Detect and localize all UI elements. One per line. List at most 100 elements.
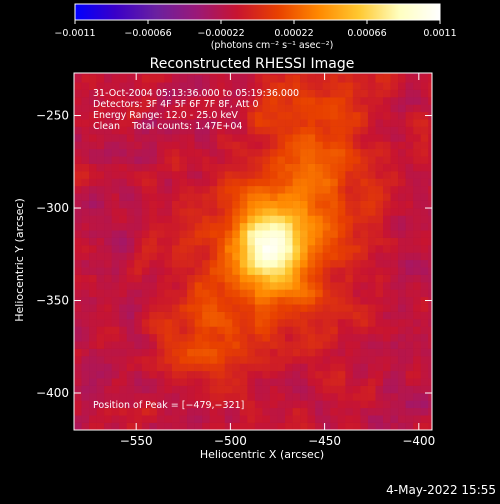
heatmap-cell	[436, 90, 444, 98]
heatmap-cell	[149, 200, 158, 209]
heatmap-cell	[330, 104, 339, 113]
heatmap-cell	[269, 178, 278, 187]
heatmap-cell	[262, 407, 271, 416]
heatmap-cell	[262, 193, 271, 201]
heatmap-cell	[209, 393, 218, 401]
heatmap-cell	[322, 407, 331, 416]
heatmap-cell	[232, 415, 241, 423]
heatmap-cell	[428, 193, 432, 201]
heatmap-cell	[254, 267, 263, 275]
heatmap-cell	[269, 230, 278, 238]
heatmap-cell	[330, 193, 339, 201]
heatmap-cell	[224, 237, 233, 246]
heatmap-cell	[126, 274, 135, 283]
heatmap-cell	[202, 304, 210, 312]
heatmap-cell	[254, 333, 263, 342]
heatmap-cell	[315, 304, 324, 312]
heatmap-cell	[352, 171, 361, 179]
annotation-clean-counts: Clean Total counts: 1.47E+04	[93, 121, 242, 132]
heatmap-cell	[179, 296, 188, 305]
heatmap-cell	[141, 370, 150, 379]
heatmap-cell	[285, 289, 293, 298]
heatmap-cell	[156, 111, 165, 120]
heatmap-cell	[337, 200, 346, 209]
heatmap-cell	[156, 333, 165, 342]
heatmap-cell	[262, 171, 271, 179]
heatmap-cell	[96, 134, 105, 142]
heatmap-cell	[239, 230, 248, 238]
heatmap-cell	[164, 296, 173, 305]
heatmap-cell	[224, 193, 233, 201]
heatmap-cell	[74, 237, 82, 246]
heatmap-cell	[209, 259, 218, 268]
heatmap-cell	[262, 237, 271, 246]
heatmap-cell	[104, 185, 112, 194]
heatmap-cell	[420, 74, 429, 83]
heatmap-cell	[209, 407, 218, 416]
heatmap-cell	[202, 282, 210, 290]
heatmap-cell	[239, 407, 248, 416]
heatmap-cell	[179, 119, 188, 127]
annotation-time-range: 31-Oct-2004 05:13:36.000 to 05:19:36.000	[93, 88, 299, 99]
heatmap-cell	[111, 171, 120, 179]
heatmap-cell	[74, 304, 82, 312]
heatmap-cell	[337, 230, 346, 238]
heatmap-cell	[224, 134, 233, 142]
heatmap-cell	[74, 378, 82, 386]
heatmap-cell	[239, 119, 248, 127]
heatmap-cell	[413, 200, 421, 209]
heatmap-cell	[269, 97, 278, 105]
heatmap-cell	[104, 237, 112, 246]
heatmap-cell	[375, 341, 384, 349]
heatmap-cell	[224, 126, 233, 135]
heatmap-cell	[232, 282, 241, 290]
heatmap-cell	[104, 363, 112, 372]
heatmap-cell	[224, 156, 233, 164]
heatmap-cell	[74, 422, 82, 430]
heatmap-cell	[239, 348, 248, 357]
heatmap-cell	[232, 74, 241, 83]
heatmap-cell	[156, 222, 165, 231]
heatmap-cell	[194, 156, 203, 164]
heatmap-cell	[405, 341, 414, 349]
heatmap-cell	[337, 237, 346, 246]
heatmap-cell	[247, 97, 256, 105]
heatmap-cell	[292, 407, 301, 416]
heatmap-cell	[262, 370, 271, 379]
heatmap-cell	[74, 415, 82, 423]
heatmap-cell	[217, 148, 226, 157]
heatmap-cell	[141, 274, 150, 283]
heatmap-cell	[254, 74, 263, 83]
heatmap-cell	[187, 304, 195, 312]
heatmap-cell	[269, 282, 278, 290]
heatmap-cell	[367, 311, 376, 320]
heatmap-cell	[262, 148, 271, 157]
heatmap-cell	[405, 326, 414, 335]
heatmap-cell	[352, 378, 361, 386]
heatmap-cell	[126, 356, 135, 364]
heatmap-cell	[390, 208, 399, 216]
heatmap-cell	[398, 415, 406, 423]
heatmap-cell	[81, 89, 90, 98]
heatmap-cell	[247, 126, 256, 135]
heatmap-cell	[420, 141, 429, 150]
heatmap-cell	[292, 148, 301, 157]
heatmap-cell	[74, 400, 82, 409]
heatmap-cell	[277, 200, 286, 209]
heatmap-cell	[134, 333, 143, 342]
heatmap-cell	[202, 222, 210, 231]
heatmap-cell	[352, 319, 361, 327]
heatmap-cell	[345, 237, 354, 246]
heatmap-cell	[352, 73, 361, 76]
heatmap-cell	[247, 200, 256, 209]
heatmap-cell	[194, 259, 203, 268]
heatmap-cell	[383, 126, 391, 135]
heatmap-cell	[247, 415, 256, 423]
heatmap-cell	[224, 141, 233, 150]
heatmap-cell	[330, 393, 339, 401]
heatmap-cell	[345, 356, 354, 364]
heatmap-cell	[119, 230, 128, 238]
heatmap-cell	[367, 148, 376, 157]
heatmap-cell	[330, 267, 339, 275]
heatmap-cell	[164, 104, 173, 113]
